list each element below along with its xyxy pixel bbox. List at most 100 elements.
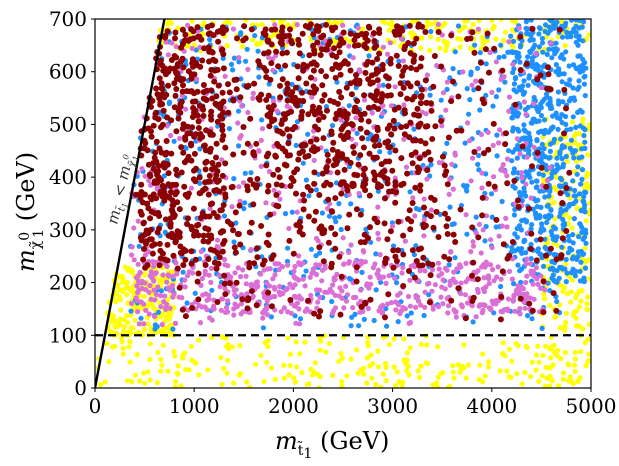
point-yellow	[155, 349, 161, 355]
point-darkred	[205, 256, 212, 262]
point-orchid	[463, 260, 469, 266]
point-orchid	[542, 287, 548, 293]
point-orchid	[250, 293, 256, 299]
point-darkred	[332, 245, 339, 252]
point-darkred	[319, 82, 326, 89]
point-darkred	[432, 123, 439, 130]
point-orchid	[136, 321, 142, 327]
point-orchid	[353, 115, 359, 121]
point-yellow	[141, 370, 147, 376]
point-darkred	[362, 69, 369, 76]
point-yellow	[323, 349, 329, 355]
point-yellow	[457, 44, 463, 50]
point-blue	[580, 56, 586, 62]
point-orchid	[129, 244, 135, 250]
point-yellow	[586, 321, 591, 327]
point-darkred	[351, 42, 358, 49]
point-blue	[502, 79, 508, 85]
point-yellow	[476, 19, 482, 24]
point-darkred	[469, 298, 476, 304]
point-darkred	[420, 224, 427, 231]
point-blue	[532, 66, 539, 72]
point-yellow	[585, 336, 591, 342]
point-blue	[455, 23, 462, 29]
point-yellow	[386, 342, 392, 348]
point-darkred	[309, 107, 316, 114]
point-orchid	[292, 263, 298, 270]
point-blue	[242, 200, 248, 206]
point-orchid	[523, 181, 529, 187]
point-darkred	[140, 256, 147, 263]
point-yellow	[154, 380, 160, 386]
point-darkred	[519, 143, 526, 150]
point-darkred	[188, 260, 195, 267]
point-blue	[526, 73, 533, 79]
point-darkred	[165, 181, 172, 188]
point-blue	[518, 87, 524, 93]
point-yellow	[575, 142, 581, 148]
point-blue	[574, 171, 580, 177]
point-darkred	[216, 188, 223, 195]
point-yellow	[450, 369, 456, 375]
point-orchid	[358, 258, 364, 264]
point-darkred	[240, 124, 247, 130]
point-darkred	[181, 183, 188, 190]
point-yellow	[382, 360, 389, 367]
point-darkred	[217, 207, 224, 214]
point-blue	[548, 175, 555, 181]
point-blue	[336, 201, 342, 207]
point-yellow	[557, 302, 563, 308]
point-darkred	[399, 72, 406, 79]
point-yellow	[440, 370, 446, 376]
point-orchid	[358, 287, 364, 293]
point-orchid	[533, 51, 539, 57]
point-darkred	[353, 206, 360, 213]
point-darkred	[443, 168, 450, 175]
point-darkred	[323, 168, 330, 175]
point-orchid	[478, 131, 484, 138]
point-darkred	[156, 225, 162, 232]
point-orchid	[343, 298, 350, 304]
point-darkred	[361, 41, 368, 48]
point-blue	[483, 61, 489, 67]
point-blue	[541, 117, 548, 123]
point-blue	[494, 153, 500, 159]
point-darkred	[481, 150, 487, 157]
point-darkred	[245, 297, 251, 304]
point-yellow	[405, 363, 411, 369]
point-yellow	[240, 44, 246, 50]
point-blue	[543, 22, 549, 28]
point-darkred	[237, 241, 244, 248]
point-blue	[356, 323, 362, 329]
point-yellow	[428, 34, 434, 40]
point-darkred	[171, 233, 178, 239]
point-blue	[546, 212, 552, 218]
point-orchid	[155, 284, 161, 290]
point-yellow	[477, 362, 483, 368]
point-yellow	[175, 363, 181, 369]
point-yellow	[124, 292, 130, 298]
point-darkred	[222, 144, 229, 151]
point-blue	[565, 250, 571, 256]
point-yellow	[115, 323, 121, 329]
point-yellow	[287, 362, 293, 369]
point-blue	[248, 170, 254, 176]
point-orchid	[387, 40, 393, 46]
point-orchid	[473, 270, 479, 276]
point-orchid	[476, 146, 482, 152]
point-orchid	[524, 154, 530, 160]
point-orchid	[412, 264, 418, 270]
point-blue	[547, 141, 554, 147]
point-darkred	[353, 278, 360, 285]
point-orchid	[245, 66, 251, 72]
point-orchid	[135, 290, 141, 296]
point-yellow	[128, 325, 134, 331]
point-darkred	[401, 131, 408, 138]
point-orchid	[341, 305, 347, 311]
point-yellow	[364, 380, 370, 386]
point-darkred	[300, 206, 307, 213]
point-orchid	[412, 213, 418, 219]
point-darkred	[192, 256, 199, 263]
point-darkred	[362, 299, 368, 306]
point-yellow	[293, 339, 299, 345]
